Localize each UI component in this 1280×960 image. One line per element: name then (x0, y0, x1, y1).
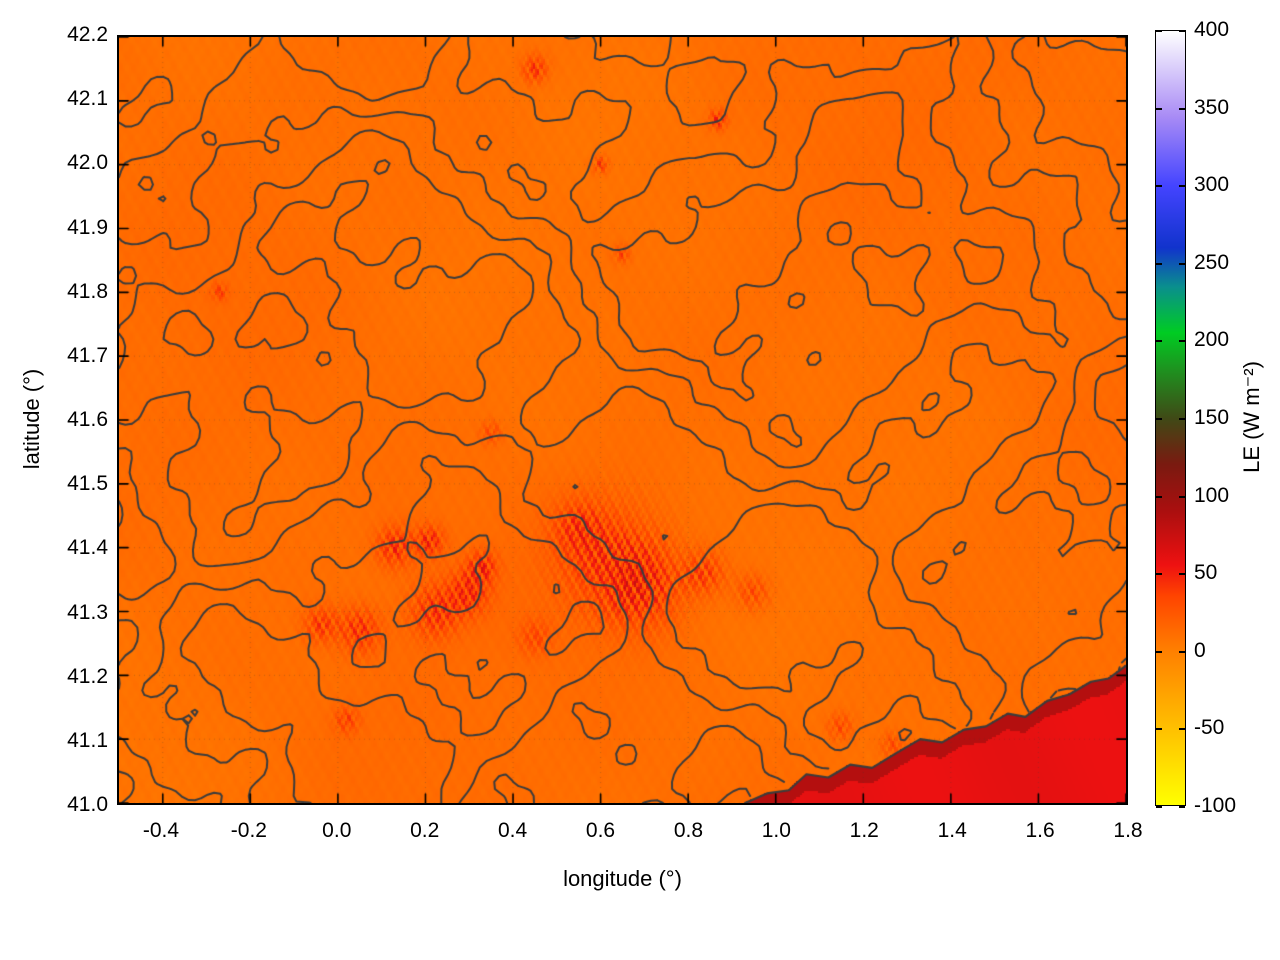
x-tick-label: 0.4 (497, 819, 528, 842)
colorbar-tick-label: 100 (1194, 483, 1230, 507)
colorbar-tick-mark (1179, 340, 1185, 343)
y-tick-label: 41.9 (67, 215, 108, 239)
colorbar-tick-mark (1156, 806, 1162, 808)
x-tick-label: -0.2 (230, 819, 267, 842)
colorbar-tick-mark (1179, 728, 1185, 731)
colorbar-tick-mark (1156, 495, 1162, 498)
y-tick-label: 41.2 (67, 664, 108, 688)
y-tick-label: 41.1 (67, 728, 108, 752)
colorbar-tick-mark (1156, 107, 1162, 110)
y-tick-label: 41.3 (67, 600, 108, 624)
y-tick-label: 42.0 (67, 151, 108, 175)
colorbar-tick-mark (1156, 185, 1162, 188)
colorbar-tick-label: 50 (1194, 561, 1218, 585)
plot-area (117, 35, 1128, 805)
colorbar (1155, 30, 1186, 808)
colorbar-tick-mark (1179, 495, 1185, 498)
colorbar-tick-label: 200 (1194, 328, 1230, 352)
x-tick-label: 1.0 (761, 819, 791, 842)
colorbar-tick-label: -50 (1194, 716, 1225, 740)
colorbar-tick-mark (1156, 573, 1162, 576)
x-axis-label: longitude (°) (563, 866, 682, 891)
colorbar-tick-label: 400 (1194, 18, 1230, 41)
y-tick-label: 41.4 (67, 536, 108, 560)
colorbar-tick-label: 0 (1194, 638, 1206, 662)
colorbar-tick-mark (1179, 573, 1185, 576)
x-tick-label: 1.6 (1025, 819, 1055, 842)
colorbar-tick-mark (1179, 806, 1185, 808)
colorbar-tick-mark (1156, 340, 1162, 343)
y-tick-label: 42.2 (67, 23, 108, 46)
y-tick-label: 42.1 (67, 87, 108, 111)
colorbar-tick-mark (1156, 262, 1162, 265)
colorbar-tick-mark (1156, 728, 1162, 731)
colorbar-tick-mark (1179, 185, 1185, 188)
colorbar-tick-mark (1156, 30, 1162, 32)
colorbar-tick-mark (1179, 107, 1185, 110)
colorbar-tick-label: 150 (1194, 406, 1230, 429)
colorbar-tick-mark (1179, 418, 1185, 420)
colorbar-label: LE (W m⁻²) (1239, 361, 1264, 473)
x-tick-label: 1.2 (849, 819, 879, 842)
colorbar-tick-label: -100 (1194, 794, 1237, 817)
x-tick-label: 0.2 (410, 819, 440, 842)
y-axis-label: latitude (°) (19, 368, 44, 470)
colorbar-tick-mark (1156, 650, 1162, 653)
heatmap-canvas (119, 37, 1126, 803)
y-tick-label: 41.6 (67, 408, 108, 431)
colorbar-tick-label: 250 (1194, 250, 1230, 274)
colorbar-tick-mark (1179, 262, 1185, 265)
y-tick-label: 41.7 (67, 343, 108, 367)
x-tick-label: 1.8 (1113, 819, 1143, 842)
colorbar-tick-label: 350 (1194, 95, 1230, 119)
y-tick-label: 41.8 (67, 279, 108, 303)
colorbar-tick-mark (1179, 30, 1185, 32)
colorbar-tick-mark (1179, 650, 1185, 653)
y-tick-label: 41.0 (67, 793, 108, 816)
colorbar-tick-mark (1156, 418, 1162, 420)
x-tick-label: -0.4 (142, 819, 180, 842)
x-tick-label: 1.4 (937, 819, 967, 842)
y-tick-label: 41.5 (67, 472, 108, 496)
x-tick-label: 0.0 (322, 819, 352, 842)
colorbar-tick-label: 300 (1194, 173, 1230, 197)
x-tick-label: 0.8 (673, 819, 704, 842)
x-tick-label: 0.6 (585, 819, 616, 842)
